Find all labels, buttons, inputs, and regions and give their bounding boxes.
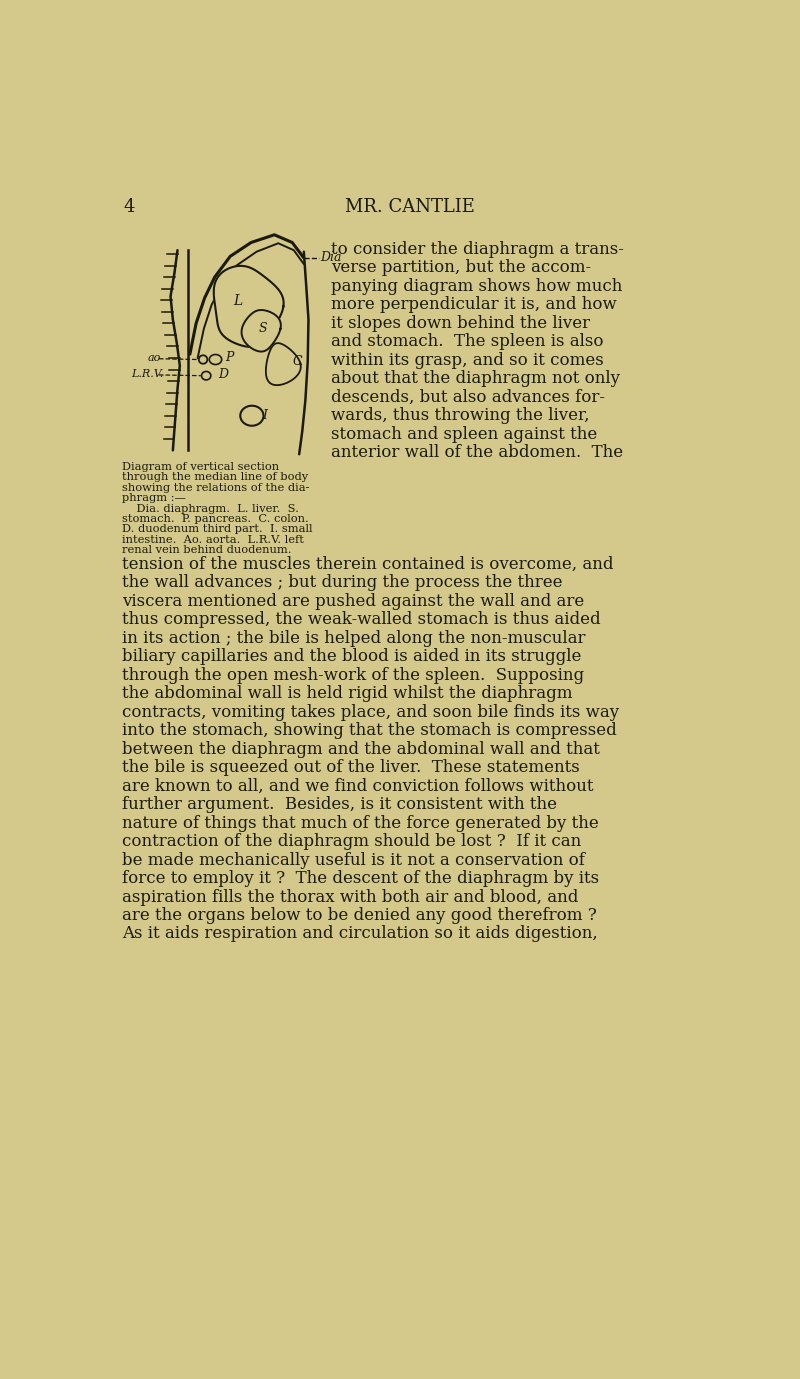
Text: showing the relations of the dia-: showing the relations of the dia- [122,483,309,492]
Text: thus compressed, the weak-walled stomach is thus aided: thus compressed, the weak-walled stomach… [122,611,600,629]
Text: the abdominal wall is held rigid whilst the diaphragm: the abdominal wall is held rigid whilst … [122,685,572,702]
Text: to consider the diaphragm a trans-: to consider the diaphragm a trans- [331,241,624,258]
Text: tension of the muscles therein contained is overcome, and: tension of the muscles therein contained… [122,556,614,572]
Text: As it aids respiration and circulation so it aids digestion,: As it aids respiration and circulation s… [122,925,598,942]
Text: MR. CANTLIE: MR. CANTLIE [345,197,475,217]
Text: C: C [293,354,302,368]
Text: D. duodenum third part.  I. small: D. duodenum third part. I. small [122,524,312,534]
Text: anterior wall of the abdomen.  The: anterior wall of the abdomen. The [331,444,623,461]
Ellipse shape [199,356,207,364]
Text: I: I [262,410,267,422]
Polygon shape [214,266,284,348]
Text: through the median line of body: through the median line of body [122,473,308,483]
Text: be made mechanically useful is it not a conservation of: be made mechanically useful is it not a … [122,852,585,869]
Text: contraction of the diaphragm should be lost ?  If it can: contraction of the diaphragm should be l… [122,833,581,849]
Text: are the organs below to be denied any good therefrom ?: are the organs below to be denied any go… [122,907,597,924]
Text: in its action ; the bile is helped along the non-muscular: in its action ; the bile is helped along… [122,630,586,647]
Ellipse shape [240,405,263,426]
Text: the bile is squeezed out of the liver.  These statements: the bile is squeezed out of the liver. T… [122,760,579,776]
Text: verse partition, but the accom-: verse partition, but the accom- [331,259,591,276]
Text: viscera mentioned are pushed against the wall and are: viscera mentioned are pushed against the… [122,593,584,610]
Text: further argument.  Besides, is it consistent with the: further argument. Besides, is it consist… [122,796,557,814]
Text: Dia: Dia [320,251,342,263]
Text: Diagram of vertical section: Diagram of vertical section [122,462,279,472]
Text: P: P [226,352,234,364]
Ellipse shape [202,371,211,381]
Text: and stomach.  The spleen is also: and stomach. The spleen is also [331,334,603,350]
Text: panying diagram shows how much: panying diagram shows how much [331,279,622,295]
Text: biliary capillaries and the blood is aided in its struggle: biliary capillaries and the blood is aid… [122,648,581,665]
Text: wards, thus throwing the liver,: wards, thus throwing the liver, [331,407,590,425]
Text: the wall advances ; but during the process the three: the wall advances ; but during the proce… [122,574,562,592]
Text: L: L [234,294,242,308]
Text: aspiration fills the thorax with both air and blood, and: aspiration fills the thorax with both ai… [122,888,578,906]
Text: contracts, vomiting takes place, and soon bile finds its way: contracts, vomiting takes place, and soo… [122,703,619,721]
Text: stomach and spleen against the: stomach and spleen against the [331,426,597,443]
Text: D: D [218,368,228,381]
Text: about that the diaphragm not only: about that the diaphragm not only [331,371,620,387]
Polygon shape [266,343,301,385]
Text: Dia. diaphragm.  L. liver.  S.: Dia. diaphragm. L. liver. S. [122,503,298,513]
Text: it slopes down behind the liver: it slopes down behind the liver [331,314,590,332]
Text: intestine.  Ao. aorta.  L.R.V. left: intestine. Ao. aorta. L.R.V. left [122,535,303,545]
Text: between the diaphragm and the abdominal wall and that: between the diaphragm and the abdominal … [122,741,599,757]
Text: descends, but also advances for-: descends, but also advances for- [331,389,605,405]
Text: through the open mesh-work of the spleen.  Supposing: through the open mesh-work of the spleen… [122,667,584,684]
Text: S: S [258,323,267,335]
Text: more perpendicular it is, and how: more perpendicular it is, and how [331,296,617,313]
Text: phragm :—: phragm :— [122,494,186,503]
Text: within its grasp, and so it comes: within its grasp, and so it comes [331,352,604,368]
Text: L.R.V.: L.R.V. [131,370,163,379]
Text: 4: 4 [123,197,134,217]
Text: stomach.  P. pancreas.  C. colon.: stomach. P. pancreas. C. colon. [122,514,309,524]
Text: ao: ao [148,353,162,363]
Text: are known to all, and we find conviction follows without: are known to all, and we find conviction… [122,778,594,794]
Polygon shape [242,310,281,352]
Text: renal vein behind duodenum.: renal vein behind duodenum. [122,545,291,556]
Text: force to employ it ?  The descent of the diaphragm by its: force to employ it ? The descent of the … [122,870,599,887]
Ellipse shape [210,354,222,364]
Text: into the stomach, showing that the stomach is compressed: into the stomach, showing that the stoma… [122,723,617,739]
Text: nature of things that much of the force generated by the: nature of things that much of the force … [122,815,598,832]
